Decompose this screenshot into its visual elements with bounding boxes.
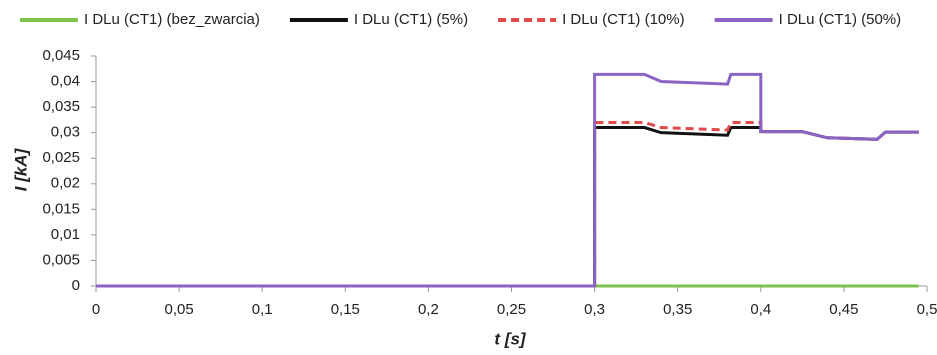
y-tick-label: 0,03	[51, 124, 80, 141]
x-tick-label: 0,1	[252, 301, 273, 318]
x-tick-label: 0,35	[663, 301, 692, 318]
x-tick-label: 0,4	[750, 301, 771, 318]
y-axis-title: I [kA]	[11, 147, 30, 191]
x-tick-label: 0,15	[331, 301, 360, 318]
y-tick-label: 0,01	[51, 226, 80, 243]
y-tick-label: 0,005	[42, 251, 80, 268]
x-tick-label: 0,3	[584, 301, 605, 318]
x-tick-label: 0,25	[497, 301, 526, 318]
y-tick-label: 0,025	[42, 149, 80, 166]
legend-label: I DLu (CT1) (bez_zwarcia)	[84, 11, 260, 28]
series-line	[96, 126, 919, 288]
x-tick-label: 0	[92, 301, 100, 318]
series-line	[96, 72, 919, 288]
legend-label: I DLu (CT1) (10%)	[562, 11, 685, 28]
x-tick-label: 0,05	[164, 301, 193, 318]
y-tick-label: 0,035	[42, 98, 80, 115]
y-tick-label: 0,015	[42, 200, 80, 217]
y-tick-label: 0,02	[51, 175, 80, 192]
x-axis-title: t [s]	[494, 329, 527, 348]
legend-label: I DLu (CT1) (5%)	[354, 11, 468, 28]
y-tick-label: 0,04	[51, 73, 80, 90]
x-tick-label: 0,2	[418, 301, 439, 318]
x-tick-label: 0,45	[829, 301, 858, 318]
y-tick-label: 0	[72, 277, 80, 294]
y-tick-label: 0,045	[42, 47, 80, 64]
x-tick-label: 0,5	[917, 301, 937, 318]
legend-label: I DLu (CT1) (50%)	[779, 11, 902, 28]
series-line	[96, 120, 919, 288]
